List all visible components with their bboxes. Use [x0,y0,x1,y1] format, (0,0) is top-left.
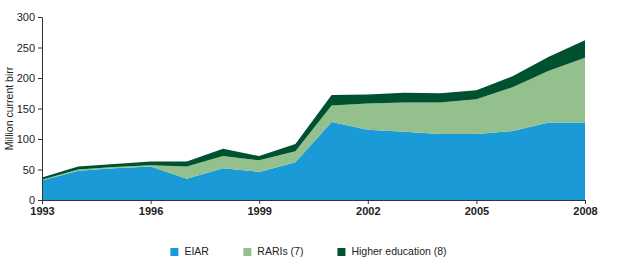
legend-label: Higher education (8) [351,245,446,257]
tick: 2005 [465,200,489,217]
legend-swatch [337,248,345,256]
area-series [42,40,585,180]
tick: 50 [23,164,42,176]
tick-mark [368,200,369,204]
axis-title: Million current birr [3,66,15,150]
tick-mark [38,200,42,201]
tick-mark [476,200,477,204]
chart: 0501001502002503001993199619992002200520… [0,0,617,269]
legend-swatch [170,248,178,256]
tick-mark [38,170,42,171]
tick-mark [38,109,42,110]
legend: EIAR RARIs (7) Higher education (8) [170,245,446,257]
tick-label: 100 [17,133,35,145]
legend-item: Higher education (8) [337,245,446,257]
tick-mark [585,200,586,204]
tick-label: 1996 [139,205,163,217]
legend-item: RARIs (7) [243,245,303,257]
legend-item: EIAR [170,245,209,257]
tick: 1996 [139,200,163,217]
tick: 300 [17,11,42,23]
tick-label: 300 [17,11,35,23]
tick: 1993 [30,200,54,217]
tick: 1999 [247,200,271,217]
axis-line [38,18,43,201]
tick-label: 1999 [247,205,271,217]
tick-label: 200 [17,72,35,84]
axis-line [43,201,586,205]
x-axis: 1993 1996 1999 2002 2005 2008 [30,200,597,217]
tick-label: 250 [17,42,35,54]
tick-label: 2002 [356,205,380,217]
y-axis: 050100150200250300 [17,11,43,206]
tick: 150 [17,103,42,115]
tick-label: 150 [17,103,35,115]
tick-label: 50 [23,164,35,176]
tick: 100 [17,133,42,145]
tick-mark [38,78,42,79]
tick-label: 2008 [573,205,597,217]
tick-mark [38,17,42,18]
tick-mark [42,200,43,204]
legend-label: RARIs (7) [257,245,303,257]
tick-label: 1993 [30,205,54,217]
legend-swatch [243,248,251,256]
area-series [42,58,585,181]
tick: 250 [17,42,42,54]
tick-mark [259,200,260,204]
tick: 2002 [356,200,380,217]
legend-label: EIAR [184,245,209,257]
tick: 200 [17,72,42,84]
tick-mark [38,139,42,140]
tick-label: 2005 [465,205,489,217]
areas [42,40,585,200]
tick: 2008 [573,200,597,217]
plot: 0501001502002503001993199619992002200520… [17,11,598,217]
tick-mark [38,48,42,49]
tick-mark [151,200,152,204]
